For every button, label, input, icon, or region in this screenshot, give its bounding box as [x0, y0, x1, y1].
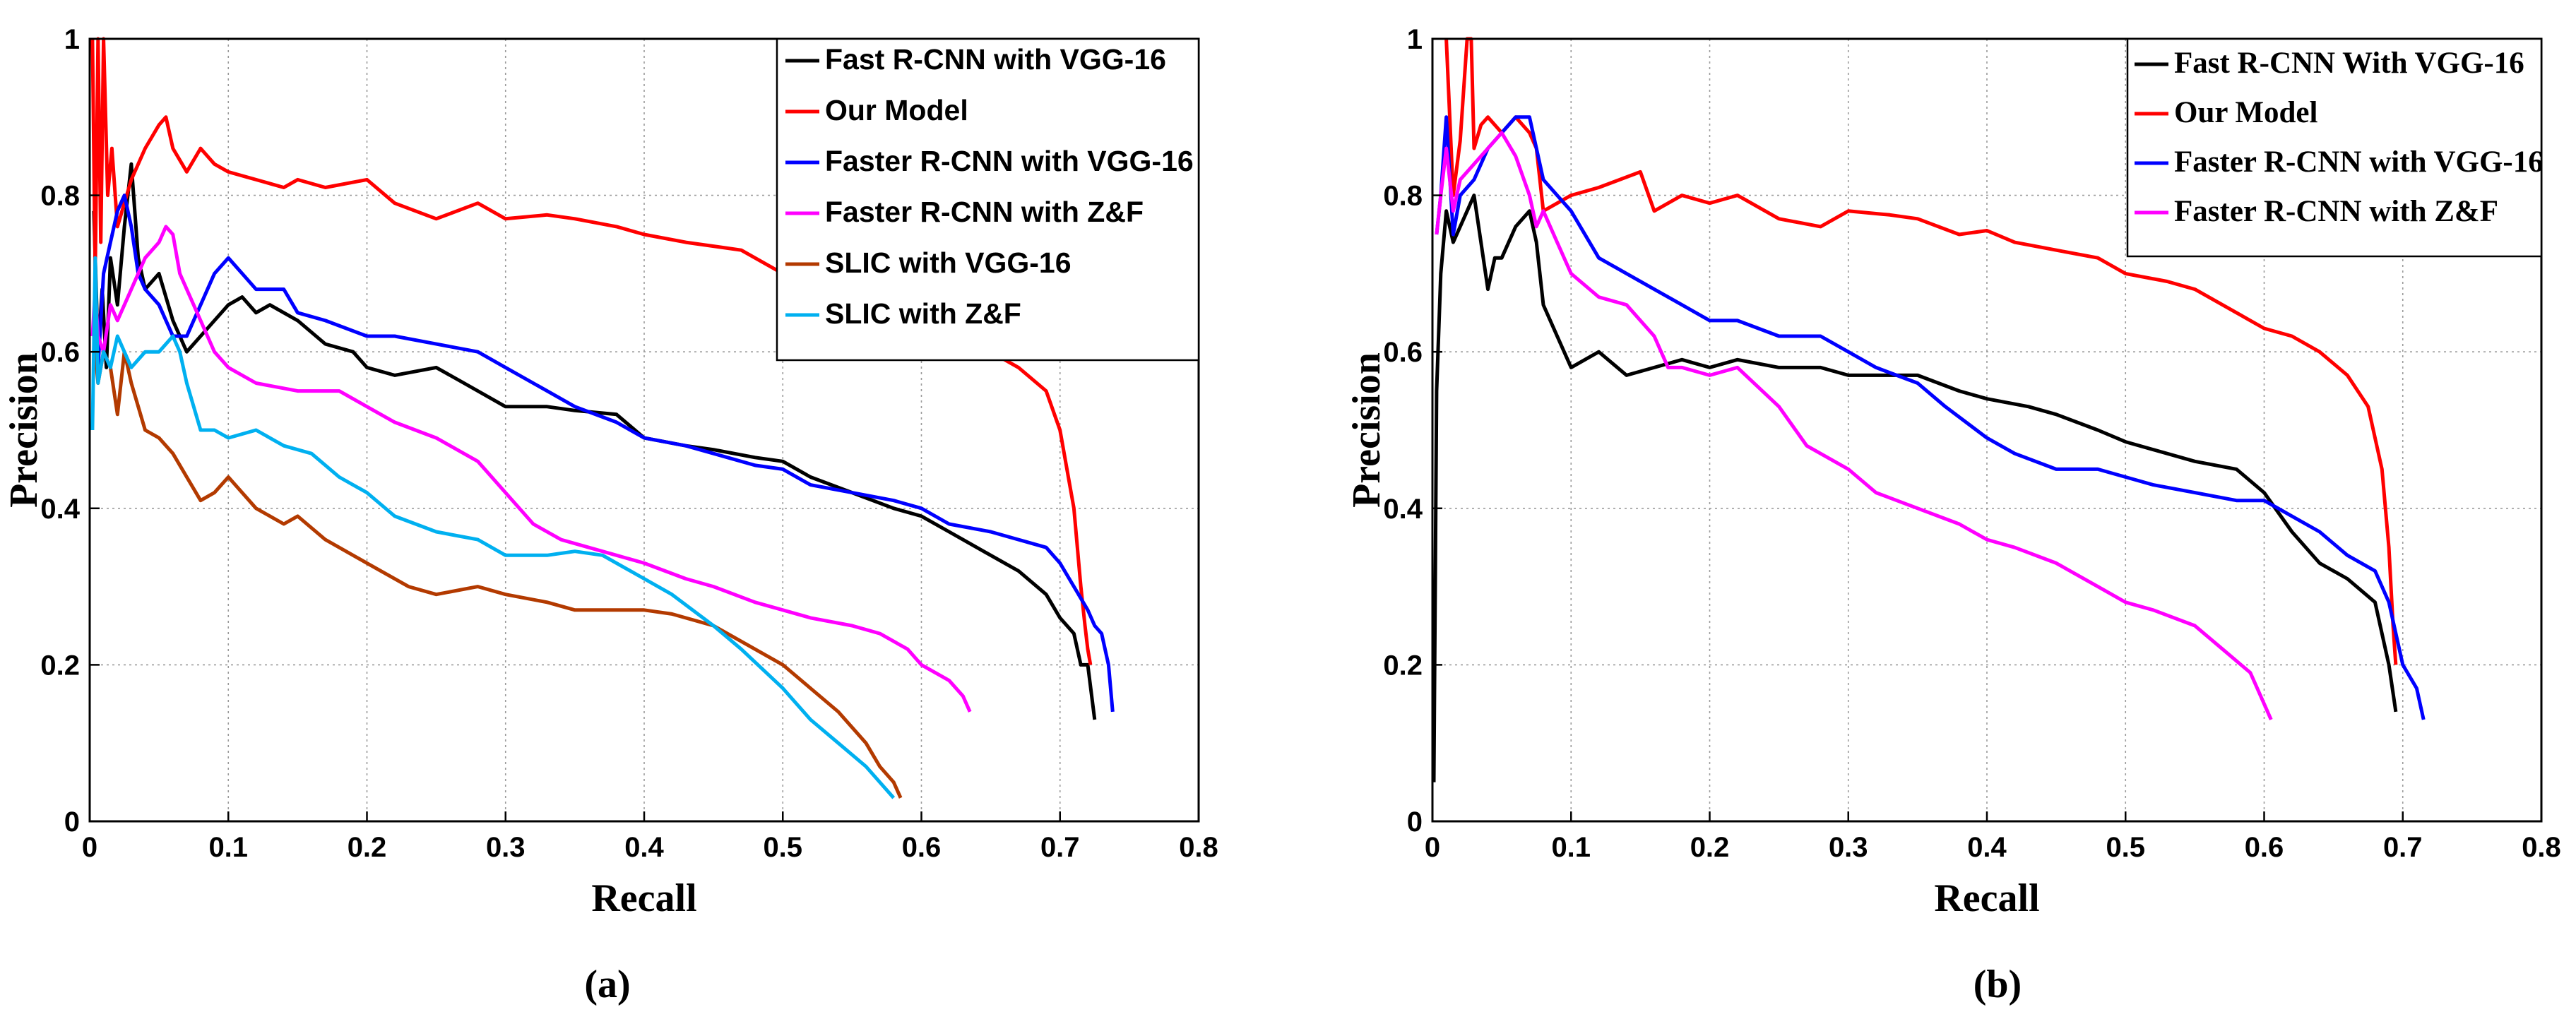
legend-entry: Our Model — [825, 94, 968, 126]
x-tick-label: 0.1 — [208, 832, 248, 863]
x-tick-label: 0.8 — [2522, 832, 2561, 863]
y-tick-label: 0.6 — [1383, 337, 1423, 368]
x-tick-label: 0.7 — [1040, 832, 1080, 863]
legend-entry: Faster R-CNN with VGG-16 — [2174, 145, 2544, 179]
grid-a — [90, 39, 1199, 821]
legend-a: Fast R-CNN with VGG-16 Our Model Faster R-… — [776, 37, 1200, 362]
x-tick-label: 0.3 — [486, 832, 526, 863]
panel-label-b: (b) — [1973, 963, 2022, 1006]
y-tick-label: 0.2 — [1383, 650, 1423, 681]
x-tick-label: 0 — [1425, 832, 1440, 863]
y-tick-label: 0 — [64, 806, 80, 838]
y-tick-label: 0.8 — [40, 181, 80, 212]
series-lines-a — [90, 37, 1115, 799]
legend-entry: Faster R-CNN with Z&F — [2174, 195, 2498, 228]
x-tick-label: 0.6 — [2245, 832, 2284, 863]
x-axis-label-a: Recall — [591, 876, 696, 920]
y-tick-label: 0.2 — [40, 650, 80, 681]
y-tick-labels-a: 0 0.2 0.4 0.6 0.8 1 — [40, 24, 100, 838]
x-axis-label-b: Recall — [1934, 876, 2039, 920]
x-tick-label: 0.4 — [1967, 832, 2007, 863]
x-tick-label: 0.6 — [902, 832, 942, 863]
legend-entry: Faster R-CNN with Z&F — [825, 196, 1144, 228]
x-tick-label: 0.3 — [1829, 832, 1868, 863]
legend-box — [776, 37, 1200, 362]
legend-box — [2126, 37, 2543, 258]
x-tick-label: 0.2 — [1690, 832, 1730, 863]
x-tick-label: 0.2 — [348, 832, 387, 863]
y-tick-label: 0.4 — [40, 494, 80, 525]
series-line-b-3 — [1435, 131, 2273, 721]
chart-panel-a: 0 0.1 0.2 0.3 0.4 0.5 0.6 0.7 0.8 0 0.2 0.4 0.6 0.8 1… — [2, 24, 1218, 1006]
grid-b — [1432, 39, 2541, 821]
series-line-a-5 — [90, 256, 896, 799]
y-axis-label-b: Precision — [1345, 352, 1389, 508]
x-tick-label: 0.5 — [2106, 832, 2145, 863]
x-tick-labels-a: 0 0.1 0.2 0.3 0.4 0.5 0.6 0.7 0.8 — [82, 811, 1218, 863]
y-tick-labels-b: 0 0.2 0.4 0.6 0.8 1 — [1383, 24, 1442, 838]
series-line-b-0 — [1432, 194, 2398, 782]
legend-entry: SLIC with Z&F — [825, 297, 1021, 330]
panel-label-a: (a) — [584, 963, 630, 1006]
x-tick-label: 0.1 — [1551, 832, 1591, 863]
legend-b: Fast R-CNN With VGG-16 Our Model Faster R-… — [2126, 37, 2544, 258]
x-tick-labels-b: 0 0.1 0.2 0.3 0.4 0.5 0.6 0.7 0.8 — [1425, 811, 2561, 863]
legend-entry: SLIC with VGG-16 — [825, 246, 1072, 279]
y-tick-label: 0.8 — [1383, 181, 1423, 212]
x-tick-label: 0.8 — [1179, 832, 1218, 863]
x-tick-label: 0.7 — [2383, 832, 2423, 863]
series-line-a-2 — [92, 194, 1115, 713]
y-tick-label: 0.6 — [40, 337, 80, 368]
legend-entry: Faster R-CNN with VGG-16 — [825, 145, 1194, 177]
series-line-a-3 — [90, 225, 972, 713]
x-tick-label: 0.5 — [763, 832, 802, 863]
series-line-a-0 — [92, 162, 1097, 720]
chart-panel-b: 0 0.1 0.2 0.3 0.4 0.5 0.6 0.7 0.8 0 0.2 0.4 0.6 0.8 1… — [1345, 24, 2561, 1006]
series-line-b-1 — [1444, 37, 2398, 665]
series-lines-b — [1432, 37, 2426, 782]
y-tick-label: 0.4 — [1383, 494, 1423, 525]
legend-entry: Our Model — [2174, 96, 2318, 129]
x-tick-label: 0.4 — [624, 832, 664, 863]
series-line-a-4 — [92, 335, 903, 799]
y-tick-label: 1 — [1407, 24, 1423, 55]
y-tick-label: 0 — [1407, 806, 1423, 838]
y-axis-label-a: Precision — [2, 352, 46, 508]
y-tick-label: 1 — [64, 24, 80, 55]
x-tick-label: 0 — [82, 832, 97, 863]
legend-entry: Fast R-CNN with VGG-16 — [825, 43, 1166, 76]
legend-entry: Fast R-CNN With VGG-16 — [2174, 47, 2524, 80]
